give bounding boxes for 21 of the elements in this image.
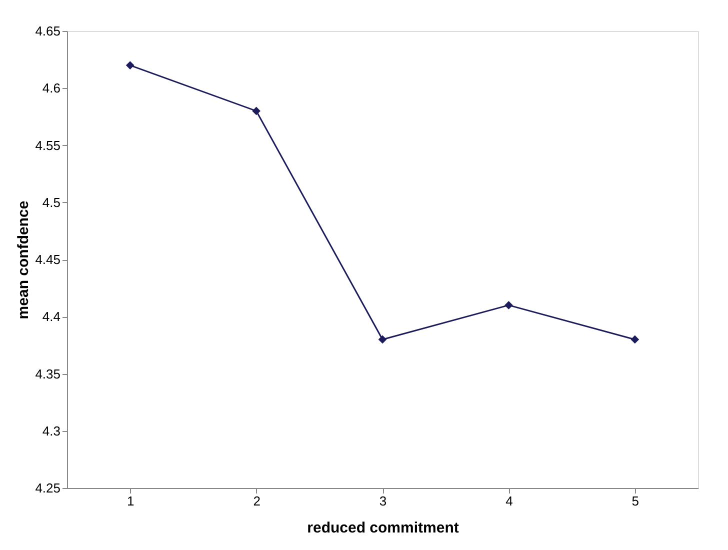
y-tick-label: 4.4 [42, 309, 60, 324]
x-tick-label: 1 [126, 494, 134, 508]
y-tick-label: 4.45 [35, 252, 60, 267]
x-tick-label: 3 [379, 494, 387, 508]
y-tick-label: 4.35 [35, 366, 60, 382]
point [126, 61, 134, 70]
x-tick-label: 4 [506, 494, 513, 508]
y-tick-label: 4.55 [35, 138, 60, 153]
y-tick-label: 4.6 [42, 80, 60, 96]
y-tick-label: 4.65 [35, 24, 60, 38]
y-tick-label: 4.5 [42, 194, 60, 210]
y-tick-label: 4.3 [42, 423, 60, 438]
point [252, 106, 260, 116]
point [504, 301, 513, 310]
x-tick-label: 2 [253, 494, 260, 508]
y-tick-label: 4.25 [35, 480, 60, 496]
y-axis-title: mean confdence [15, 200, 32, 320]
x-tick-label: 5 [632, 494, 640, 508]
point [630, 335, 640, 344]
x-axis-title: reduced commitment [307, 520, 459, 536]
point [378, 335, 387, 344]
